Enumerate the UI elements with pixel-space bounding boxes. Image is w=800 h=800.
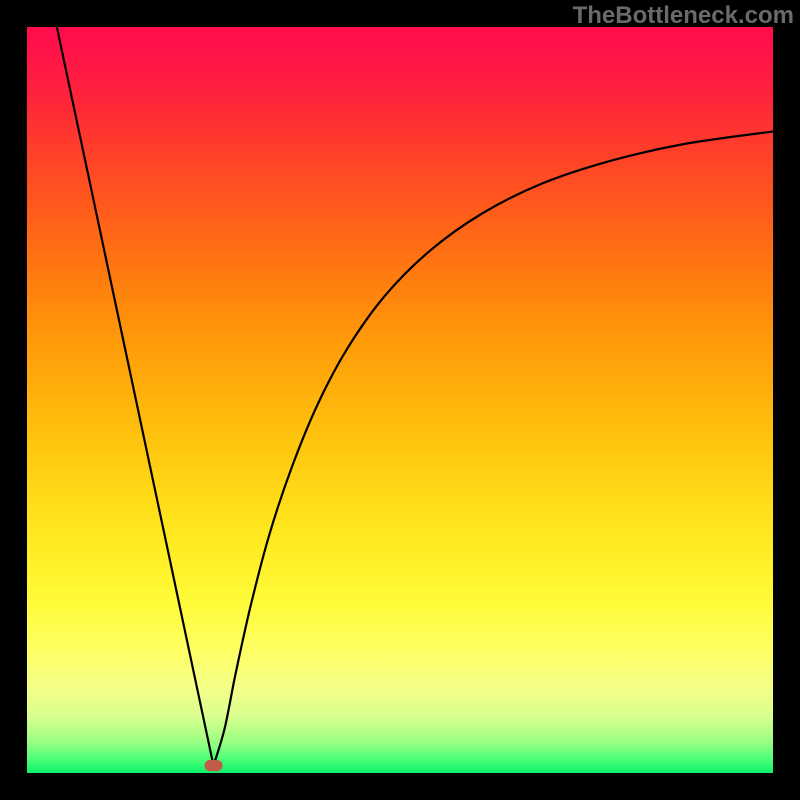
gradient-background: [27, 27, 773, 773]
chart-svg: [27, 27, 773, 773]
plot-area: [27, 27, 773, 773]
minimum-marker: [205, 760, 223, 771]
chart-root: TheBottleneck.com: [0, 0, 800, 800]
watermark-text: TheBottleneck.com: [573, 2, 794, 30]
